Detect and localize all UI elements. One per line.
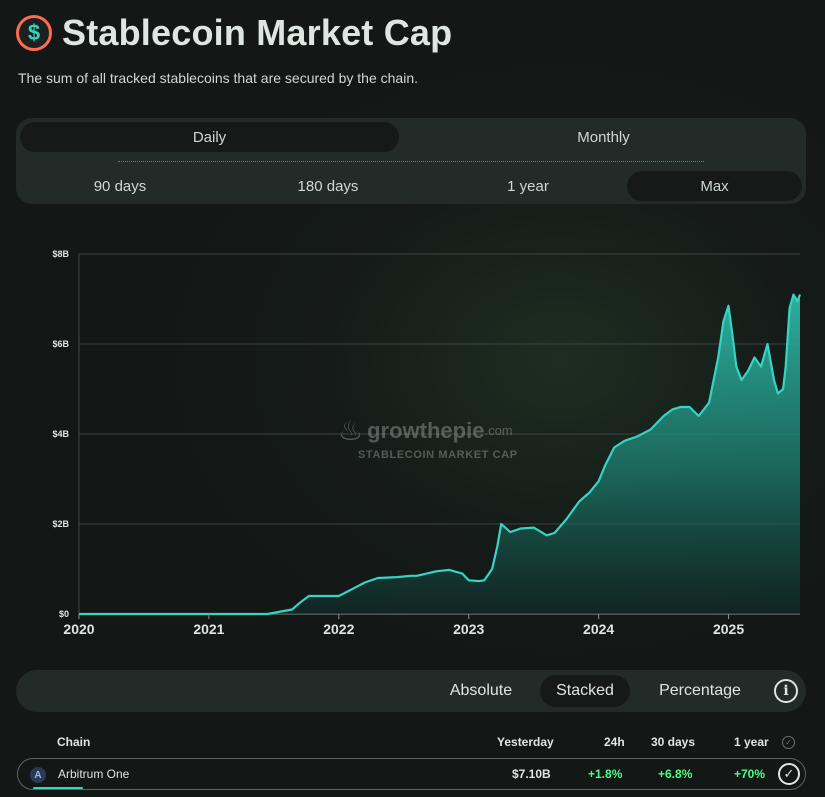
- table-header: Chain Yesterday 24h 30 days 1 year ✓: [0, 735, 825, 751]
- page-header: $ Stablecoin Market Cap: [16, 12, 452, 54]
- row-chain-name: Arbitrum One: [58, 767, 130, 781]
- table-row[interactable]: A Arbitrum One $7.10B +1.8% +6.8% +70% ✓: [17, 758, 806, 790]
- x-tick-label: 2021: [193, 621, 224, 637]
- row-1y-change: +70%: [734, 767, 766, 781]
- row-yesterday-value: $7.10B: [512, 767, 551, 781]
- tab-monthly[interactable]: Monthly: [577, 128, 630, 146]
- view-stacked-button[interactable]: Stacked: [540, 675, 630, 707]
- controls-divider: [118, 161, 704, 162]
- info-icon[interactable]: i: [774, 679, 798, 703]
- stablecoin-area-chart: $0 $2B $4B $6B $8B 2020 2021 2022 2023 2024 2025: [52, 249, 802, 637]
- series-line: [79, 293, 802, 616]
- x-tick-label: 2020: [63, 621, 94, 637]
- row-check-icon[interactable]: ✓: [778, 763, 800, 785]
- stablecoin-logo-icon: $: [16, 15, 52, 51]
- y-tick-label: $4B: [52, 429, 69, 439]
- x-tick-label: 2025: [713, 621, 744, 637]
- header-1-year: 1 year: [734, 735, 769, 749]
- arbitrum-icon: A: [30, 767, 46, 783]
- series-area: [79, 294, 800, 614]
- tab-daily[interactable]: Daily: [20, 122, 399, 152]
- row-selection-bar: [33, 787, 83, 789]
- x-tick-label: 2024: [583, 621, 614, 637]
- tab-180-days[interactable]: 180 days: [297, 177, 359, 195]
- header-yesterday: Yesterday: [497, 735, 554, 749]
- tab-1-year[interactable]: 1 year: [507, 177, 549, 195]
- y-tick-label: $0: [59, 609, 69, 619]
- tab-90-days[interactable]: 90 days: [93, 177, 147, 195]
- header-24h: 24h: [604, 735, 625, 749]
- page-title: Stablecoin Market Cap: [62, 12, 453, 53]
- x-tick-label: 2022: [323, 621, 354, 637]
- x-tick-label: 2023: [453, 621, 484, 637]
- page-subtitle: The sum of all tracked stablecoins that …: [18, 70, 418, 86]
- row-30d-change: +6.8%: [658, 767, 693, 781]
- header-chain: Chain: [57, 735, 91, 749]
- y-tick-label: $8B: [52, 249, 69, 259]
- select-all-check-icon[interactable]: ✓: [782, 736, 795, 749]
- view-mode-bar: Absolute Stacked Percentage i: [16, 670, 806, 712]
- header-30-days: 30 days: [651, 735, 696, 749]
- view-percentage-button[interactable]: Percentage: [659, 682, 741, 699]
- row-24h-change: +1.8%: [588, 767, 623, 781]
- y-tick-label: $6B: [52, 339, 69, 349]
- y-tick-label: $2B: [52, 519, 69, 529]
- tab-max[interactable]: Max: [627, 171, 802, 201]
- view-absolute-button[interactable]: Absolute: [449, 682, 513, 699]
- chart-controls: Daily Monthly 90 days 180 days 1 year Ma…: [16, 118, 806, 204]
